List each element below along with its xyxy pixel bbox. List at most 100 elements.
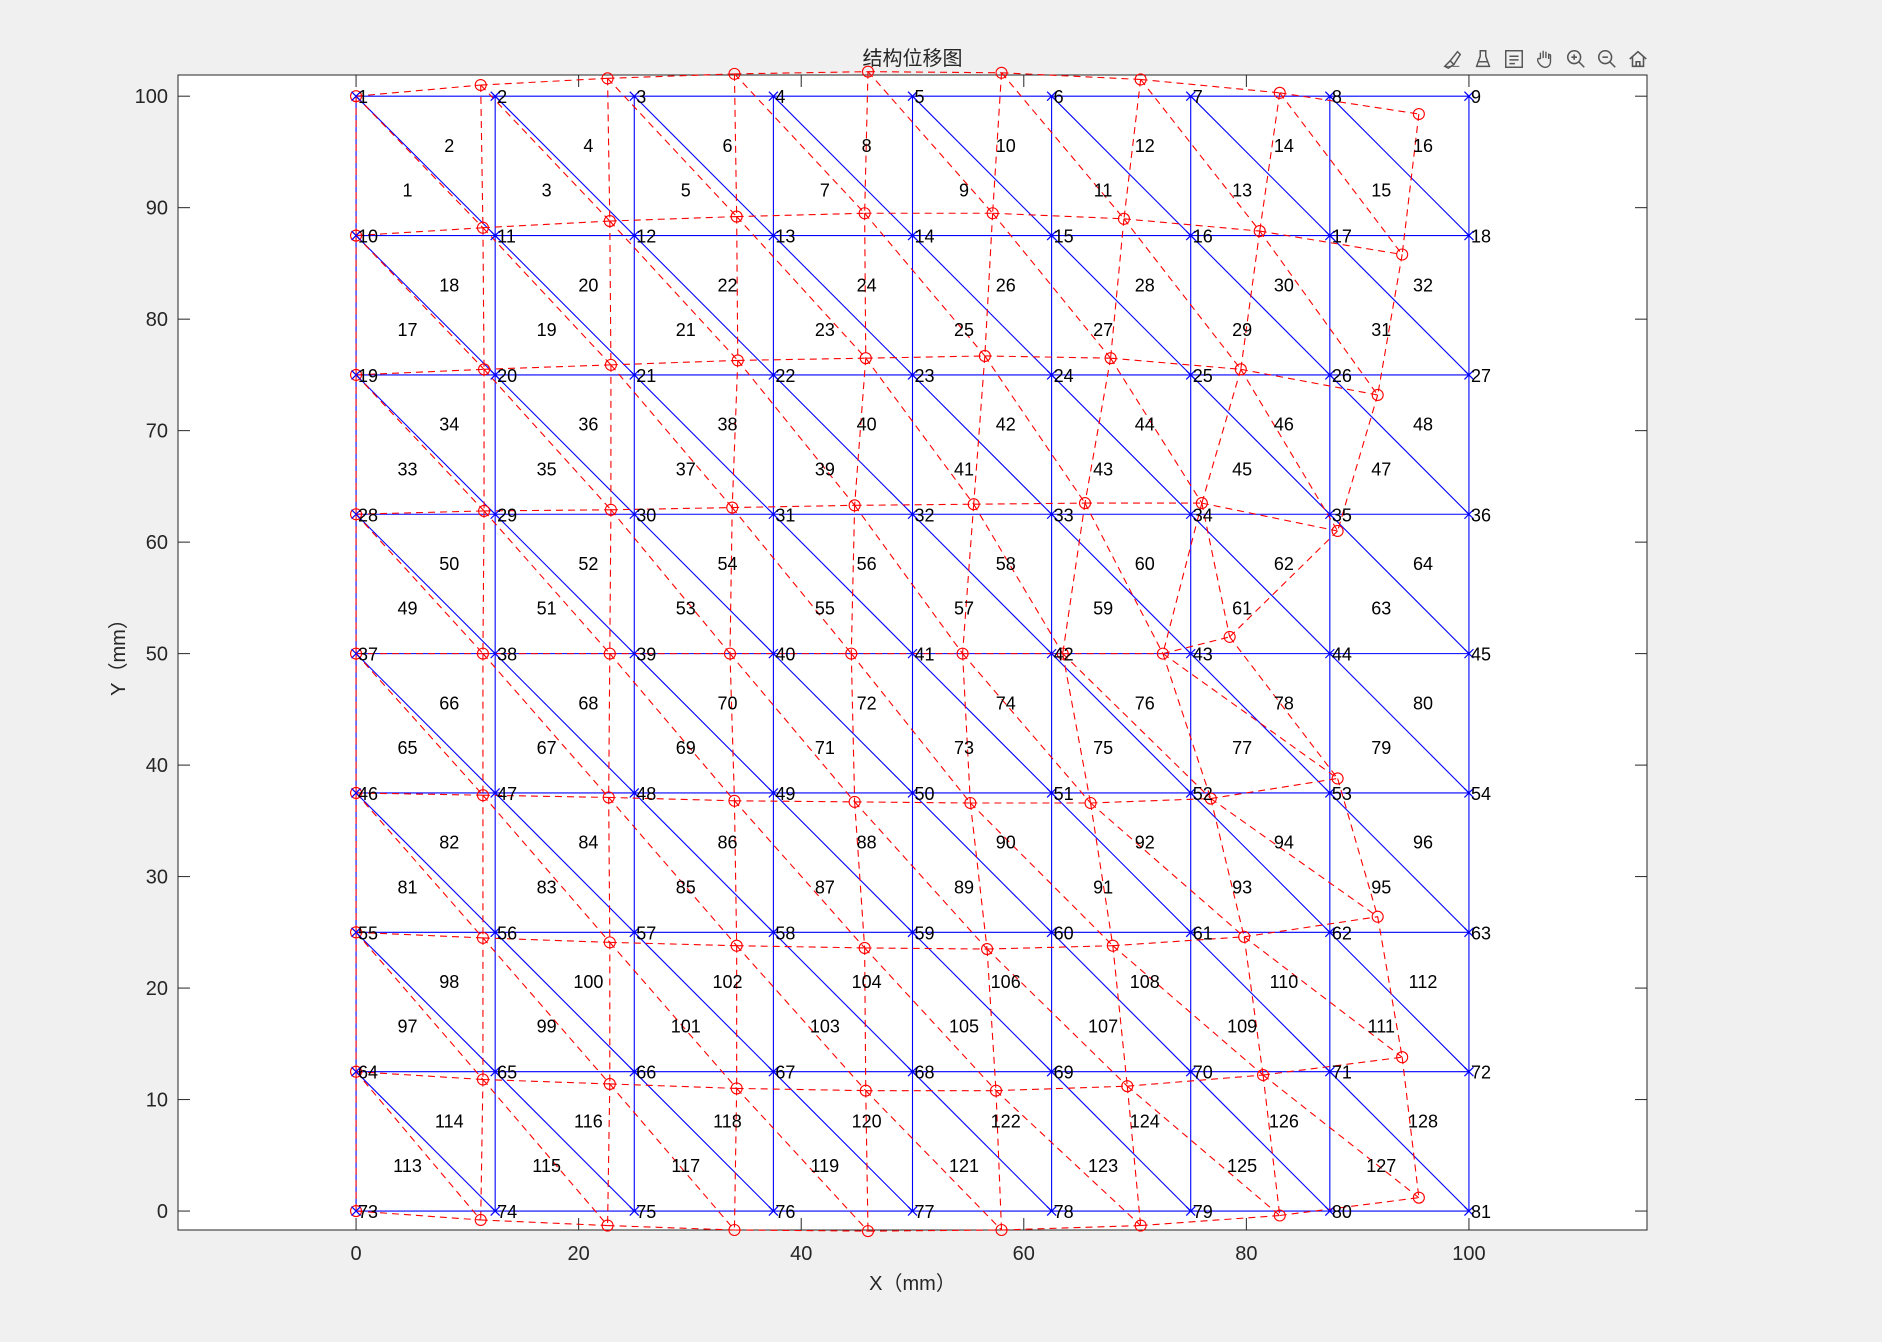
element-label: 87 — [815, 877, 835, 897]
original-mesh-diagonal — [1329, 95, 1470, 236]
deformed-mesh-line — [729, 653, 735, 801]
deformed-mesh-line — [729, 507, 733, 654]
original-node-marker — [1046, 230, 1057, 241]
original-node-marker — [1324, 1066, 1335, 1077]
element-label: 98 — [439, 972, 459, 992]
home-icon[interactable] — [1624, 46, 1651, 73]
deformed-node-marker — [1412, 1191, 1425, 1204]
deformed-mesh-diagonal — [1123, 218, 1242, 370]
element-label: 84 — [578, 833, 598, 853]
element-label: 7 — [820, 181, 830, 201]
deformed-mesh-diagonal — [1279, 92, 1403, 255]
element-label: 15 — [1371, 181, 1391, 201]
original-node-marker — [1464, 369, 1474, 380]
deformed-node-marker — [723, 647, 737, 660]
original-mesh-diagonal — [912, 235, 1052, 376]
deformed-mesh-line — [1062, 503, 1086, 654]
deformed-mesh-line — [610, 507, 733, 511]
deformed-mesh-diagonal — [482, 937, 611, 1085]
deformed-mesh-line — [1090, 802, 1114, 946]
element-label: 96 — [1413, 833, 1433, 853]
original-node-marker — [907, 369, 918, 380]
original-mesh-diagonal — [633, 653, 774, 794]
deformed-node-marker — [476, 1073, 489, 1086]
deformed-node-marker — [1331, 524, 1344, 538]
deformed-mesh-line — [609, 216, 737, 222]
deformed-node-marker — [350, 90, 363, 103]
original-node-marker — [629, 509, 640, 520]
original-mesh-diagonal — [773, 374, 913, 515]
original-node-marker — [351, 230, 361, 241]
data-tip-icon[interactable] — [1469, 46, 1496, 73]
original-node-marker — [490, 1066, 501, 1077]
deformed-mesh-line — [480, 77, 608, 86]
deformed-mesh-line — [1127, 1074, 1264, 1087]
original-node-marker — [629, 369, 640, 380]
original-node-marker — [1046, 788, 1057, 798]
element-label: 10 — [996, 136, 1016, 156]
deformed-mesh-diagonal — [1140, 79, 1261, 232]
deformed-mesh-diagonal — [355, 792, 484, 939]
node-label: 48 — [636, 784, 656, 804]
deformed-mesh-line — [482, 220, 610, 229]
original-node-marker — [490, 230, 501, 241]
original-node-marker — [351, 1206, 361, 1216]
deformed-node-marker — [603, 936, 616, 949]
original-mesh-diagonal — [633, 235, 774, 376]
node-label: 10 — [358, 227, 378, 247]
element-label: 112 — [1409, 972, 1438, 992]
element-label: 50 — [439, 554, 459, 574]
node-label: 49 — [775, 784, 795, 804]
element-label: 103 — [810, 1017, 840, 1037]
original-mesh-diagonal — [1190, 374, 1331, 515]
original-mesh-diagonal — [1190, 653, 1331, 794]
original-node-marker — [768, 648, 779, 659]
element-label: 72 — [857, 693, 877, 713]
deformed-node-marker — [989, 1084, 1003, 1097]
deformed-mesh-diagonal — [731, 507, 852, 654]
node-label: 44 — [1332, 645, 1352, 665]
deformed-node-marker — [476, 647, 489, 660]
deformed-mesh-line — [854, 358, 867, 506]
zoom-out-icon[interactable] — [1593, 46, 1620, 73]
original-node-marker — [907, 91, 918, 102]
deformed-mesh-line — [484, 509, 611, 512]
deformed-mesh-diagonal — [995, 1090, 1142, 1226]
original-node-marker — [351, 648, 361, 659]
element-label: 44 — [1135, 415, 1155, 435]
deformed-mesh-diagonal — [482, 653, 610, 798]
legend-icon[interactable] — [1500, 46, 1527, 73]
node-label: 55 — [358, 923, 378, 943]
deformed-mesh-diagonal — [1090, 802, 1245, 938]
node-label: 12 — [636, 227, 656, 247]
original-node-marker — [768, 1066, 779, 1077]
original-node-marker — [490, 91, 501, 102]
original-node-marker — [1464, 230, 1474, 241]
node-label: 54 — [1471, 784, 1491, 804]
zoom-in-icon[interactable] — [1562, 46, 1589, 73]
node-label: 2 — [497, 87, 507, 107]
original-node-marker — [629, 1206, 640, 1216]
deformed-node-marker — [604, 503, 617, 516]
brush-icon[interactable] — [1438, 46, 1465, 73]
deformed-nodes — [350, 65, 1425, 1238]
deformed-node-marker — [601, 72, 614, 85]
element-label: 63 — [1371, 599, 1391, 619]
node-label: 3 — [636, 87, 646, 107]
original-mesh-diagonal — [912, 374, 1052, 515]
element-label: 18 — [439, 275, 459, 295]
deformed-node-marker — [995, 66, 1008, 79]
element-label: 73 — [954, 738, 974, 758]
element-label: 45 — [1232, 459, 1252, 479]
deformed-node-marker — [967, 498, 980, 511]
original-mesh-diagonal — [494, 792, 635, 933]
pan-hand-icon[interactable] — [1531, 46, 1558, 73]
node-label: 72 — [1471, 1063, 1491, 1083]
deformed-mesh-line — [736, 1087, 866, 1092]
node-label: 31 — [775, 505, 795, 525]
node-label: 20 — [497, 366, 517, 386]
original-mesh-diagonal — [773, 931, 913, 1073]
element-label: 56 — [857, 554, 877, 574]
deformed-mesh-line — [607, 1224, 735, 1231]
node-label: 64 — [358, 1063, 378, 1083]
